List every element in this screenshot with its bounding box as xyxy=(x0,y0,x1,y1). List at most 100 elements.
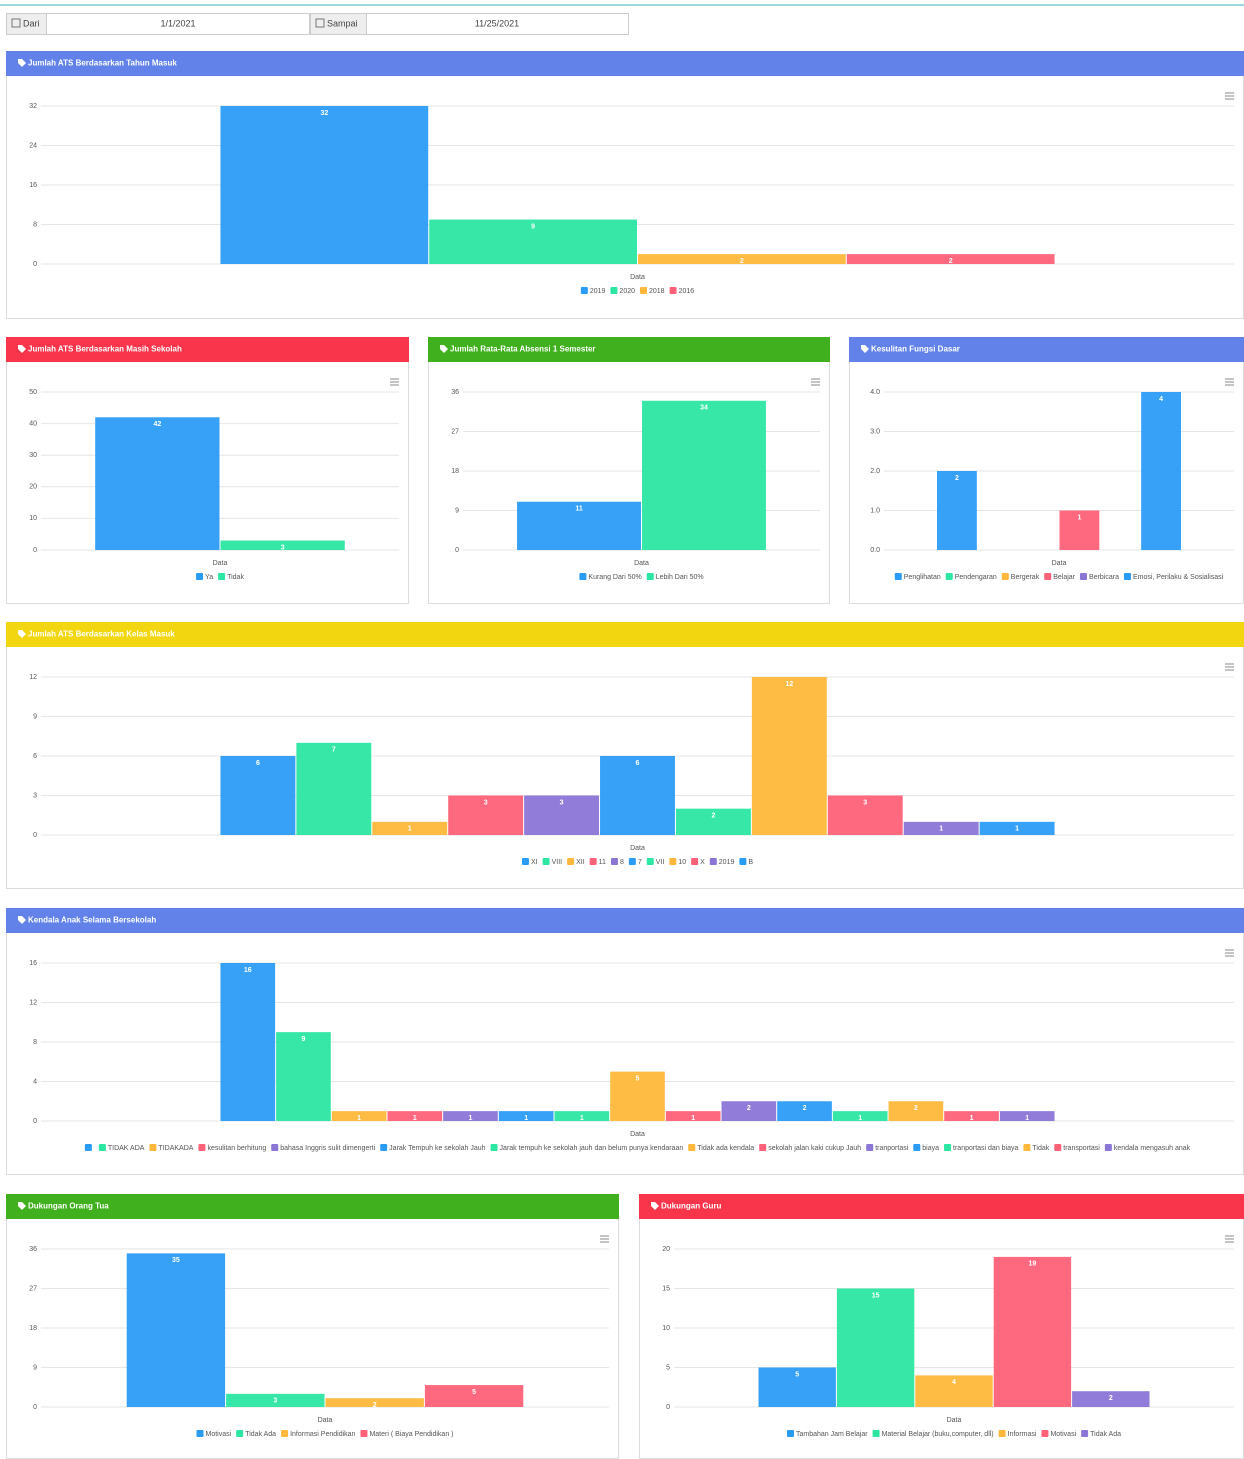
legend-label: biaya xyxy=(922,1145,939,1152)
legend-swatch xyxy=(380,1144,388,1151)
data-label: 7 xyxy=(332,747,336,754)
data-label: 6 xyxy=(256,760,260,767)
legend-swatch xyxy=(998,1430,1006,1437)
legend: Kurang Dari 50% Lebih Dari 50% xyxy=(579,573,704,581)
bar xyxy=(610,1071,665,1121)
y-tick-label: 50 xyxy=(29,389,37,396)
legend-swatch xyxy=(1044,573,1052,580)
legend-swatch xyxy=(271,1144,279,1151)
y-tick-label: 12 xyxy=(29,674,37,681)
bar xyxy=(226,1393,325,1407)
legend-label: 7 xyxy=(638,859,642,866)
bar xyxy=(665,1111,721,1121)
y-tick-label: 18 xyxy=(451,468,459,475)
tag-icon xyxy=(440,345,448,353)
legend-label: kendala mengasuh anak xyxy=(1114,1145,1191,1152)
bar xyxy=(554,1111,610,1121)
bar xyxy=(276,1032,331,1121)
legend-label: Emosi, Perilaku & Sosialisasi xyxy=(1133,574,1224,581)
y-tick-label: 27 xyxy=(451,428,459,435)
legend-label: 8 xyxy=(620,859,624,866)
data-label: 1 xyxy=(524,1115,528,1122)
data-label: 1 xyxy=(1077,514,1081,521)
data-label: 2 xyxy=(803,1105,807,1112)
y-tick-label: 4.0 xyxy=(870,389,880,396)
y-tick-label: 27 xyxy=(29,1285,37,1292)
y-tick-label: 9 xyxy=(33,1364,37,1371)
bar xyxy=(387,1111,443,1121)
legend-label: tranportasi xyxy=(875,1145,909,1152)
bar xyxy=(498,1111,554,1121)
legend-label: bahasa Inggris sulit dimengerti xyxy=(280,1145,375,1152)
from-field[interactable] xyxy=(6,13,310,35)
bar xyxy=(126,1253,226,1407)
legend-swatch xyxy=(610,287,618,294)
legend-swatch xyxy=(236,1430,244,1437)
bar xyxy=(888,1101,944,1121)
y-tick-label: 15 xyxy=(662,1285,670,1292)
tag-icon xyxy=(651,1202,659,1210)
legend-label: B xyxy=(748,859,753,866)
bar xyxy=(777,1101,832,1121)
panel-header xyxy=(6,1194,619,1219)
data-label: 5 xyxy=(636,1075,640,1082)
y-tick-label: 0 xyxy=(33,832,37,839)
y-tick-label: 16 xyxy=(29,182,37,189)
panel-header xyxy=(639,1194,1244,1219)
legend-label: XII xyxy=(576,859,585,866)
bar xyxy=(220,756,296,835)
legend-swatch xyxy=(669,287,677,294)
legend-label: 2019 xyxy=(719,859,735,866)
legend-label: TIDAK ADA xyxy=(108,1145,145,1152)
bar xyxy=(642,400,766,550)
legend-swatch xyxy=(759,1144,767,1151)
y-tick-label: 40 xyxy=(29,420,37,427)
legend-swatch xyxy=(872,1430,880,1437)
legend-label: sekolah jalan kaki cukup Jauh xyxy=(768,1145,861,1152)
legend-label: 2020 xyxy=(619,288,635,295)
from-value[interactable]: 1/1/2021 xyxy=(160,18,195,28)
x-tick-label: Data xyxy=(630,274,645,281)
data-label: 34 xyxy=(700,405,708,412)
data-label: 1 xyxy=(1025,1115,1029,1122)
data-label: 35 xyxy=(172,1257,180,1264)
bar xyxy=(325,1398,424,1407)
legend-label: Tidak Ada xyxy=(245,1431,276,1438)
panel-header xyxy=(6,337,409,362)
bar xyxy=(372,821,448,835)
data-label: 1 xyxy=(580,1115,584,1122)
bar xyxy=(331,1111,387,1121)
legend-swatch xyxy=(196,1430,204,1437)
legend-label: Jarak tempuh ke sekolah jauh dan belum p… xyxy=(500,1145,684,1152)
legend-label: Pendengaran xyxy=(955,574,997,581)
from-label: Dari xyxy=(23,18,40,28)
panel-title: Jumlah ATS Berdasarkan Masih Sekolah xyxy=(28,345,182,354)
x-tick-label: Data xyxy=(630,1131,645,1138)
data-label: 19 xyxy=(1029,1261,1037,1268)
bar xyxy=(903,821,979,835)
y-tick-label: 3.0 xyxy=(870,428,880,435)
bar xyxy=(937,471,977,550)
bar xyxy=(220,963,276,1121)
legend-swatch xyxy=(149,1144,157,1151)
legend-label: Motivasi xyxy=(206,1431,232,1438)
to-value[interactable]: 11/25/2021 xyxy=(475,18,519,28)
panel-header xyxy=(849,337,1244,362)
data-label: 12 xyxy=(785,681,793,688)
legend-swatch xyxy=(739,858,747,865)
legend-swatch xyxy=(198,1144,206,1151)
legend-swatch xyxy=(786,1430,794,1437)
legend: 2019 2020 2018 2016 xyxy=(580,287,694,295)
y-tick-label: 1.0 xyxy=(870,507,880,514)
legend-label: Ya xyxy=(205,574,213,581)
x-tick-label: Data xyxy=(318,1417,333,1424)
bar xyxy=(524,795,600,835)
bar xyxy=(846,254,1055,264)
legend-label: Motivasi xyxy=(1050,1431,1076,1438)
y-tick-label: 0 xyxy=(455,547,459,554)
legend-swatch xyxy=(567,858,575,865)
y-tick-label: 9 xyxy=(33,713,37,720)
y-tick-label: 36 xyxy=(29,1246,37,1253)
legend-swatch xyxy=(84,1144,92,1151)
calendar-icon xyxy=(11,18,21,28)
